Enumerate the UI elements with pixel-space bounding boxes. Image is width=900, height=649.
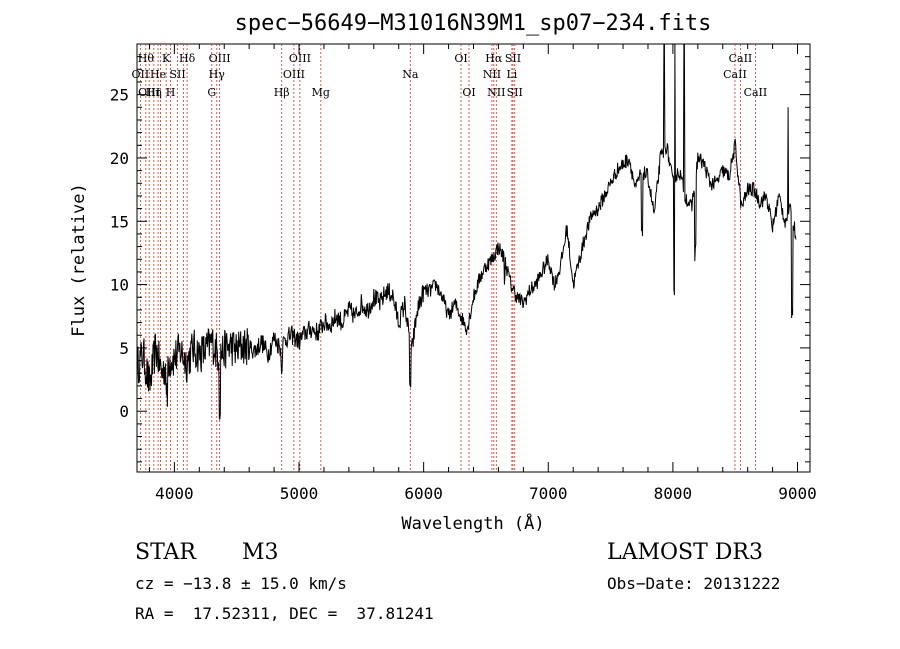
line-label: Hβ (274, 86, 290, 99)
spectrum-chart: OIIHθOIIIHηHeKHSIIHδGHγOIIIHβOIIIOIIIMgN… (69, 11, 817, 534)
line-label: SII (505, 52, 521, 65)
line-label: Hα (485, 52, 503, 65)
chart-title: spec−56649−M31016N39M1_sp07−234.fits (235, 11, 712, 36)
y-tick-label: 25 (110, 86, 129, 105)
y-tick-label: 0 (119, 402, 129, 421)
line-label: OIII (138, 86, 160, 99)
line-label: NII (487, 86, 505, 99)
line-label: OII (132, 68, 150, 81)
line-label: Hδ (179, 52, 196, 65)
line-label: SII (170, 68, 186, 81)
x-tick-label: 5000 (280, 484, 319, 503)
spectrum-series (136, 43, 797, 420)
y-tick-label: 10 (110, 276, 129, 295)
object-subclass: M3 (242, 540, 279, 565)
line-label: Mg (312, 86, 330, 99)
spectral-line-markers (139, 44, 756, 472)
line-label: CaII (744, 86, 768, 99)
x-tick-label: 8000 (654, 484, 693, 503)
line-label: OIII (209, 52, 231, 65)
y-axis-label: Flux (relative) (69, 183, 89, 337)
y-tick-label: 15 (110, 212, 129, 231)
line-label: Hθ (138, 52, 155, 65)
line-label: G (207, 86, 216, 99)
x-tick-label: 9000 (778, 484, 817, 503)
line-label: H (166, 86, 176, 99)
y-tick-label: 20 (110, 149, 129, 168)
y-tick-label: 5 (119, 339, 129, 358)
x-axis-label: Wavelength (Å) (401, 512, 544, 534)
coordinates: RA = 17.52311, DEC = 37.81241 (135, 604, 434, 623)
line-label: Hη (146, 86, 162, 99)
line-label: OIII (289, 52, 311, 65)
axis-ticks: 4000 5000 6000 7000 8000 9000 0 5 10 15 20 25 (110, 44, 817, 503)
survey-name: LAMOST DR3 (607, 540, 763, 565)
redshift-cz: cz = −13.8 ± 15.0 km/s (135, 574, 347, 593)
line-label: Li (506, 68, 517, 81)
x-tick-label: 7000 (529, 484, 568, 503)
line-label: Hγ (209, 68, 226, 81)
line-label: CaII (729, 52, 753, 65)
spectrum-line (136, 43, 797, 420)
line-label: OI (454, 52, 467, 65)
spectral-line-labels: OIIHθOIIIHηHeKHSIIHδGHγOIIIHβOIIIOIIIMgN… (132, 52, 768, 99)
observation-date: Obs−Date: 20131222 (607, 574, 781, 593)
x-tick-label: 4000 (155, 484, 194, 503)
line-label: He (150, 68, 166, 81)
plot-area-border (136, 43, 811, 473)
plot-frame (136, 43, 811, 473)
line-label: K (162, 52, 171, 65)
line-label: SII (507, 86, 523, 99)
line-label: Na (402, 68, 419, 81)
x-tick-label: 6000 (404, 484, 443, 503)
line-label: OI (462, 86, 475, 99)
line-label: OIII (283, 68, 305, 81)
line-label: CaII (723, 68, 747, 81)
object-class: STAR (135, 540, 196, 565)
line-label: NII (483, 68, 501, 81)
